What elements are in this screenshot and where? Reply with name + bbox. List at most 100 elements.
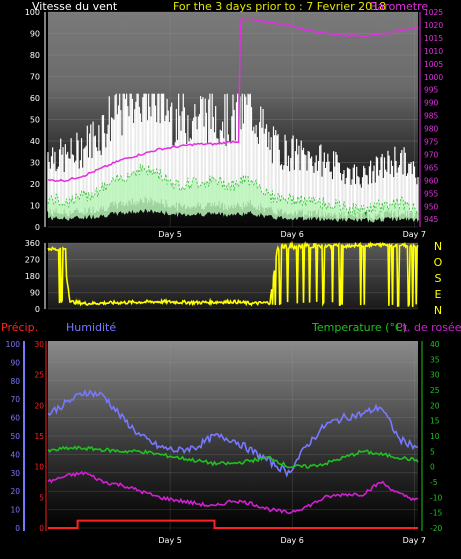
humidity-tick: 100 bbox=[6, 340, 21, 349]
period-title: For the 3 days prior to : 7 Fevrier 2018 bbox=[173, 0, 386, 13]
humidity-tick: 20 bbox=[10, 487, 20, 496]
temperature-label: Temperature (°C) bbox=[311, 321, 407, 334]
barometer-tick: 995 bbox=[424, 86, 439, 95]
wind-y-tick: 90 bbox=[30, 30, 40, 39]
direction-line bbox=[47, 240, 419, 308]
wind-x-tick: Day 5 bbox=[158, 230, 181, 239]
direction-y-tick: 0 bbox=[35, 305, 40, 314]
precip-tick: 25 bbox=[34, 371, 44, 380]
humidity-tick: 80 bbox=[10, 377, 20, 386]
direction-y-tick: 360 bbox=[25, 239, 40, 248]
barometer-tick: 980 bbox=[424, 125, 439, 134]
compass-label: E bbox=[435, 288, 442, 301]
temperature-tick: -20 bbox=[430, 524, 442, 533]
precip-tick: 30 bbox=[34, 340, 44, 349]
compass-label: S bbox=[435, 272, 442, 285]
wind-y-tick: 30 bbox=[30, 159, 40, 168]
barometer-tick: 945 bbox=[424, 215, 439, 224]
wind-y-tick: 40 bbox=[30, 137, 40, 146]
humidity-tick: 90 bbox=[10, 358, 20, 367]
temperature-x-tick: Day 6 bbox=[280, 536, 303, 545]
compass-label: O bbox=[434, 256, 443, 269]
compass-label: N bbox=[434, 304, 442, 317]
wind-y-tick: 10 bbox=[30, 202, 40, 211]
wind-title: Vitesse du vent bbox=[32, 0, 118, 13]
temperature-tick: 25 bbox=[430, 386, 440, 395]
barometer-tick: 1025 bbox=[424, 8, 443, 17]
temperature-x-tick: Day 5 bbox=[158, 536, 181, 545]
wind-y-tick: 20 bbox=[30, 180, 40, 189]
barometer-tick: 975 bbox=[424, 138, 439, 147]
dewpoint-label: Pt. de rosée bbox=[396, 321, 461, 334]
temperature-tick: 20 bbox=[430, 401, 440, 410]
wind-y-tick: 0 bbox=[35, 223, 40, 232]
humidity-tick: 40 bbox=[10, 450, 20, 459]
wind-y-tick: 80 bbox=[30, 51, 40, 60]
temperature-tick: 15 bbox=[430, 417, 440, 426]
temperature-tick: -5 bbox=[430, 478, 438, 487]
wind-average-line bbox=[47, 163, 419, 218]
wind-y-tick: 70 bbox=[30, 73, 40, 82]
wind-average-area bbox=[48, 163, 418, 224]
precip-line bbox=[48, 519, 418, 529]
temperature-tick: 0 bbox=[430, 463, 435, 472]
barometer-line bbox=[47, 17, 419, 183]
wind-y-tick: 100 bbox=[25, 8, 40, 17]
barometer-tick: 1015 bbox=[424, 34, 443, 43]
barometer-tick: 955 bbox=[424, 189, 439, 198]
barometer-tick: 960 bbox=[424, 176, 439, 185]
dewpoint-line bbox=[47, 470, 419, 515]
precip-tick: 10 bbox=[34, 463, 44, 472]
wind-x-tick: Day 7 bbox=[403, 230, 426, 239]
humidity-tick: 10 bbox=[10, 506, 20, 515]
barometer-title: Barometre bbox=[370, 0, 428, 13]
humidity-line bbox=[47, 388, 419, 478]
direction-y-tick: 90 bbox=[30, 289, 40, 298]
temperature-x-tick: Day 7 bbox=[403, 536, 426, 545]
precip-tick: 5 bbox=[39, 493, 44, 502]
precip-tick: 15 bbox=[34, 432, 44, 441]
wind-series bbox=[47, 17, 419, 224]
humidity-tick: 70 bbox=[10, 395, 20, 404]
barometer-tick: 950 bbox=[424, 202, 439, 211]
barometer-tick: 965 bbox=[424, 163, 439, 172]
temperature-axes: 0102030405060708090100051015202530-20-15… bbox=[6, 340, 443, 545]
temperature-line bbox=[47, 445, 419, 469]
direction-y-tick: 180 bbox=[25, 272, 40, 281]
barometer-tick: 970 bbox=[424, 150, 439, 159]
precip-tick: 0 bbox=[39, 524, 44, 533]
compass-label: N bbox=[434, 240, 442, 253]
barometer-tick: 990 bbox=[424, 99, 439, 108]
wind-x-tick: Day 6 bbox=[280, 230, 303, 239]
direction-plot-area bbox=[48, 243, 418, 309]
direction-grid bbox=[48, 242, 418, 310]
precip-label: Précip. bbox=[1, 321, 38, 334]
barometer-tick: 1010 bbox=[424, 47, 443, 56]
barometer-tick: 1000 bbox=[424, 73, 443, 82]
temperature-tick: 40 bbox=[430, 340, 440, 349]
direction-y-tick: 270 bbox=[25, 256, 40, 265]
temperature-tick: -15 bbox=[430, 509, 442, 518]
direction-series bbox=[47, 240, 419, 308]
wind-y-tick: 60 bbox=[30, 94, 40, 103]
temperature-tick: 35 bbox=[430, 355, 440, 364]
humidity-label: Humidité bbox=[66, 321, 116, 334]
temperature-tick: 30 bbox=[430, 371, 440, 380]
temperature-tick: 10 bbox=[430, 432, 440, 441]
humidity-tick: 60 bbox=[10, 414, 20, 423]
wind-y-tick: 50 bbox=[30, 116, 40, 125]
wind-axes: 0102030405060708090100945950955960965970… bbox=[25, 8, 444, 239]
temperature-tick: 5 bbox=[430, 447, 435, 456]
precip-tick: 20 bbox=[34, 401, 44, 410]
barometer-tick: 985 bbox=[424, 112, 439, 121]
barometer-tick: 1020 bbox=[424, 21, 443, 30]
temperature-plot-area bbox=[48, 341, 418, 531]
humidity-tick: 50 bbox=[10, 432, 20, 441]
humidity-tick: 0 bbox=[15, 524, 20, 533]
temperature-tick: -10 bbox=[430, 493, 442, 502]
humidity-tick: 30 bbox=[10, 469, 20, 478]
barometer-tick: 1005 bbox=[424, 60, 443, 69]
temperature-series bbox=[47, 388, 419, 529]
